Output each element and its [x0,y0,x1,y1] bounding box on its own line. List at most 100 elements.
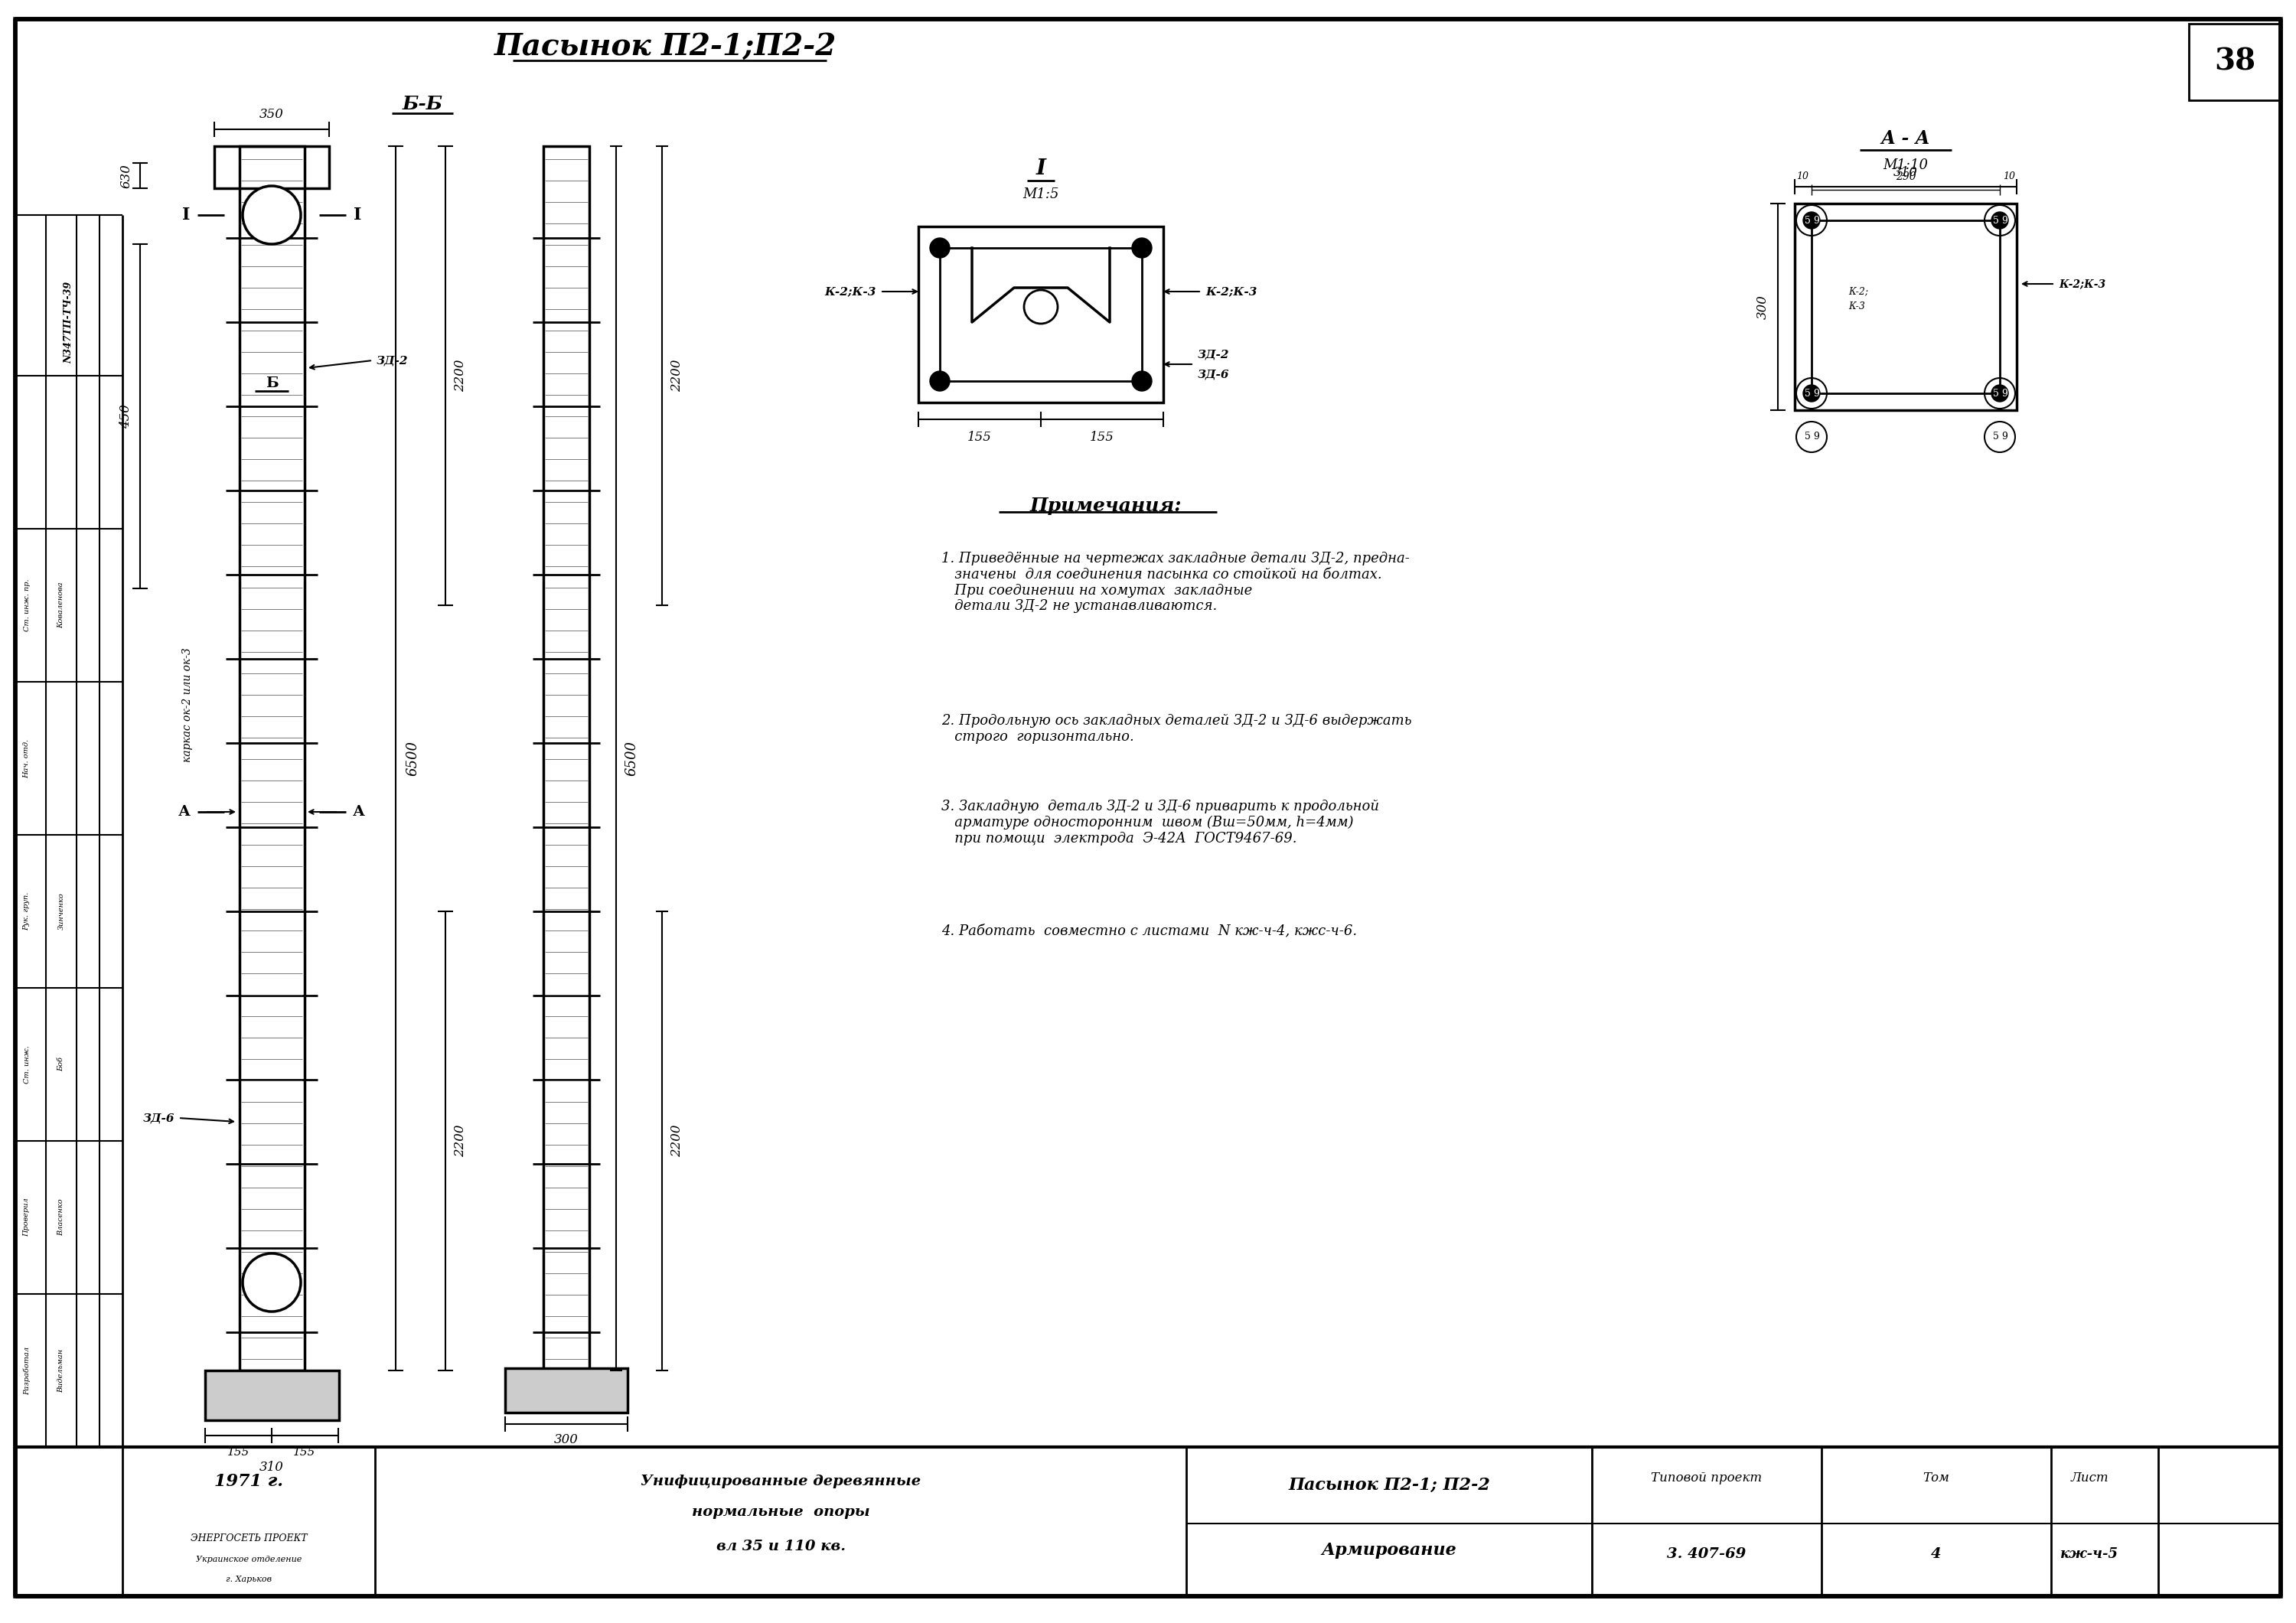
Text: I: I [354,206,360,224]
Text: К-2;: К-2; [1848,287,1869,297]
Text: 5: 5 [1805,216,1812,226]
Text: ЗД-6: ЗД-6 [142,1113,174,1123]
Text: 300: 300 [553,1433,579,1446]
Text: Пасынок П2-1; П2-2: Пасынок П2-1; П2-2 [1288,1477,1490,1493]
Text: ЭНЕРГОСЕТЬ ПРОЕКТ: ЭНЕРГОСЕТЬ ПРОЕКТ [191,1534,308,1543]
Circle shape [243,1253,301,1311]
Circle shape [1802,385,1821,403]
Text: 5: 5 [1993,388,2000,398]
Circle shape [1802,213,1821,229]
Bar [918,227,1164,403]
Text: вл 35 и 110 кв.: вл 35 и 110 кв. [716,1540,845,1553]
Text: Коваленова: Коваленова [57,583,64,628]
Text: Лист: Лист [2071,1470,2108,1483]
Text: 9: 9 [2002,216,2007,226]
Text: Примечания:: Примечания: [1031,497,1182,514]
Text: 155: 155 [1091,430,1114,443]
Text: 5: 5 [1805,388,1812,398]
Text: Армирование: Армирование [1322,1542,1456,1558]
Text: Ст. инж. пр.: Ст. инж. пр. [23,579,30,631]
Text: N347ТП-ТЧ-39: N347ТП-ТЧ-39 [64,281,73,364]
Text: 5: 5 [1993,216,2000,226]
Text: 310: 310 [1894,167,1917,180]
Text: 6500: 6500 [406,740,420,776]
Text: 4: 4 [1931,1547,1942,1561]
Bar [204,1370,340,1420]
Text: А: А [354,805,365,818]
Text: Украинское отделение: Украинское отделение [195,1556,301,1563]
Bar [214,146,328,188]
Text: 6500: 6500 [625,740,638,776]
Text: Боб: Боб [57,1057,64,1071]
Text: 155: 155 [227,1448,250,1457]
Text: 10: 10 [1795,172,1809,182]
Text: 9: 9 [1814,216,1818,226]
Text: 155: 155 [967,430,992,443]
Text: Проверил: Проверил [23,1198,30,1237]
Text: I: I [1035,159,1045,180]
Circle shape [930,372,951,391]
Circle shape [1795,422,1828,453]
Text: 155: 155 [294,1448,317,1457]
Text: К-2;К-3: К-2;К-3 [2060,279,2105,289]
Text: 1971 г.: 1971 г. [214,1474,282,1490]
Text: ЗД-2: ЗД-2 [377,355,409,365]
Text: г. Харьков: г. Харьков [225,1576,271,1582]
Text: Зинченко: Зинченко [57,893,64,930]
Bar [2188,24,2280,101]
Text: Типовой проект: Типовой проект [1651,1470,1763,1483]
Text: 3. 407-69: 3. 407-69 [1667,1547,1747,1561]
Text: А - А: А - А [1880,130,1931,148]
Text: 10: 10 [2002,172,2016,182]
Text: Рук. груп.: Рук. груп. [23,893,30,930]
Text: К-2;К-3: К-2;К-3 [824,286,877,297]
Bar [1795,203,2016,411]
Text: 2. Продольную ось закладных деталей ЗД-2 и ЗД-6 выдержать
   строго  горизонталь: 2. Продольную ось закладных деталей ЗД-2… [941,714,1412,743]
Text: 9: 9 [2002,432,2007,441]
Circle shape [1991,385,2009,403]
Bar [544,146,590,1370]
Bar [1812,221,2000,393]
Text: 310: 310 [259,1461,285,1474]
Text: 2200: 2200 [455,1125,468,1157]
Text: К-2;К-3: К-2;К-3 [1205,286,1256,297]
Text: 630: 630 [119,164,133,188]
Text: каркас ок-2 или ок-3: каркас ок-2 или ок-3 [181,648,193,763]
Text: 2200: 2200 [670,1125,684,1157]
Circle shape [930,239,951,258]
Text: Нач. отд.: Нач. отд. [23,738,30,777]
Text: 9: 9 [1814,388,1818,398]
Text: ЗД-6: ЗД-6 [1199,370,1231,380]
Text: 5: 5 [1805,432,1812,441]
Text: Унифицированные деревянные: Унифицированные деревянные [641,1475,921,1488]
Bar [939,248,1141,381]
Text: 2200: 2200 [670,359,684,393]
Text: нормальные  опоры: нормальные опоры [691,1505,870,1519]
Text: Б-Б: Б-Б [402,94,443,114]
Text: К-3: К-3 [1848,302,1864,312]
Text: М1:5: М1:5 [1022,188,1058,201]
Text: 38: 38 [2213,47,2255,76]
Text: 290: 290 [1896,172,1915,182]
Text: 1. Приведённые на чертежах закладные детали ЗД-2, предна-
   значены  для соедин: 1. Приведённые на чертежах закладные дет… [941,552,1410,613]
Text: М1:10: М1:10 [1883,159,1929,172]
Text: 3. Закладную  деталь ЗД-2 и ЗД-6 приварить к продольной
   арматуре односторонни: 3. Закладную деталь ЗД-2 и ЗД-6 приварит… [941,800,1380,846]
Bar [505,1368,627,1412]
Circle shape [1991,213,2009,229]
Text: Видельман: Видельман [57,1349,64,1393]
Text: Том: Том [1924,1470,1949,1483]
Text: 4. Работать  совместно с листами  N кж-ч-4, кжс-ч-6.: 4. Работать совместно с листами N кж-ч-4… [941,923,1357,938]
Bar [239,146,305,1370]
Text: Власенко: Власенко [57,1199,64,1237]
Circle shape [1132,372,1153,391]
Circle shape [1984,422,2016,453]
Text: I: I [181,206,191,224]
Text: 9: 9 [2002,388,2007,398]
Circle shape [1132,239,1153,258]
Text: Пасынок П2-1;П2-2: Пасынок П2-1;П2-2 [494,32,838,62]
Text: А: А [179,805,191,818]
Text: ЗД-2: ЗД-2 [1199,349,1231,360]
Text: 300: 300 [1756,295,1768,320]
Text: Б: Б [266,377,278,390]
Text: 350: 350 [259,107,285,120]
